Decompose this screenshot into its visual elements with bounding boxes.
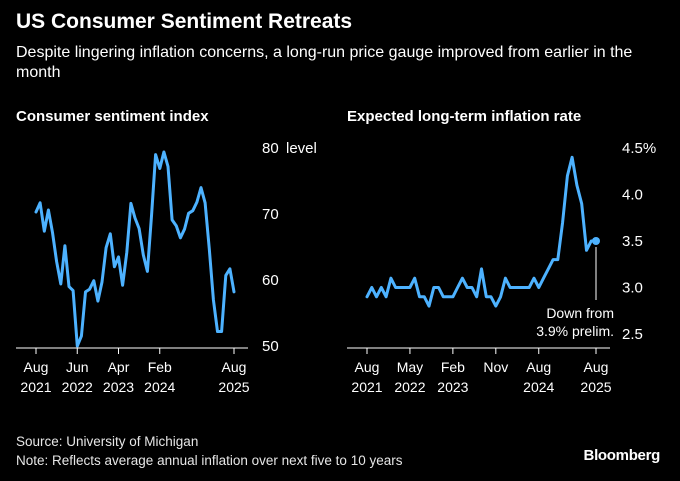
y-tick-label: 4.0 <box>622 187 643 204</box>
x-tick-year: 2021 <box>351 379 382 395</box>
x-tick-label: Feb <box>148 359 172 375</box>
chart-subtitle: Despite lingering inflation concerns, a … <box>16 44 633 81</box>
x-tick-label: Aug <box>222 359 247 375</box>
series-line <box>365 155 598 308</box>
consumer-sentiment-chart: 80 70 60 50 level Aug 2021 Jun 2022 Apr 2023 Feb 202… <box>16 140 317 395</box>
y-tick-label: 4.5% <box>622 140 656 157</box>
x-tick-year: 2025 <box>580 379 611 395</box>
x-tick-label: Nov <box>483 359 508 375</box>
x-tick-year: 2023 <box>103 379 134 395</box>
y-tick-label: 3.0 <box>622 280 643 297</box>
latest-point-marker <box>592 237 600 245</box>
annotation-text: Down from <box>546 305 614 321</box>
series-line <box>34 150 236 348</box>
left-panel-title: Consumer sentiment index <box>16 108 209 125</box>
inflation-expectations-chart: 4.5% 4.0 3.5 3.0 2.5 Aug 2021 May 2022 Feb 2023 Nov… <box>347 140 656 395</box>
annotation-text: 3.9% prelim. <box>536 323 614 339</box>
x-tick-label: Jun <box>66 359 89 375</box>
x-tick-year: 2021 <box>20 379 51 395</box>
x-tick-label: May <box>397 359 423 375</box>
x-tick-year: 2022 <box>62 379 93 395</box>
y-tick-label: 70 <box>262 206 279 223</box>
y-tick-label: 60 <box>262 272 279 289</box>
x-tick-label: Aug <box>584 359 609 375</box>
y-tick-label: 3.5 <box>622 233 643 250</box>
y-tick-label: 50 <box>262 338 279 355</box>
x-tick-label: Aug <box>526 359 551 375</box>
footnote: Note: Reflects average annual inflation … <box>16 453 403 468</box>
x-tick-year: 2024 <box>523 379 554 395</box>
y-unit-label: level <box>286 140 317 157</box>
x-tick-year: 2024 <box>144 379 175 395</box>
right-panel-title: Expected long-term inflation rate <box>347 108 582 125</box>
x-tick-label: Feb <box>441 359 465 375</box>
x-tick-label: Aug <box>24 359 49 375</box>
x-tick-year: 2023 <box>437 379 468 395</box>
y-tick-label: 80 <box>262 140 279 157</box>
x-tick-year: 2025 <box>218 379 249 395</box>
x-tick-label: Aug <box>355 359 380 375</box>
x-tick-label: Apr <box>108 359 130 375</box>
y-tick-label: 2.5 <box>622 326 643 343</box>
source-note: Source: University of Michigan <box>16 434 199 449</box>
x-tick-year: 2022 <box>394 379 425 395</box>
bloomberg-logo: Bloomberg <box>583 447 661 464</box>
chart-title: US Consumer Sentiment Retreats <box>16 10 353 33</box>
